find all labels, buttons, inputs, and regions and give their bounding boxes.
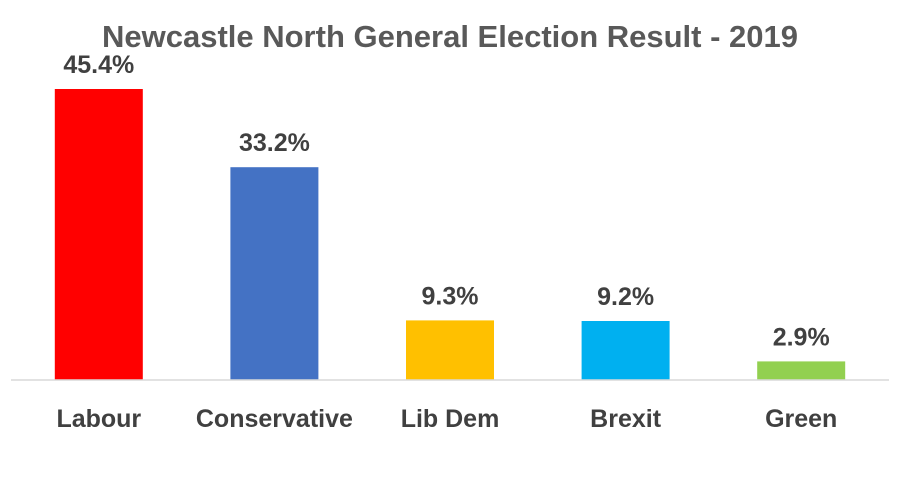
bar-labour xyxy=(54,89,143,380)
category-label-brexit: Brexit xyxy=(590,405,662,433)
category-label-conservative: Conservative xyxy=(196,405,353,433)
bar-brexit xyxy=(581,321,670,380)
labels-group: 45.4% Labour 33.2% Conservative 9.3% Lib Dem 9… xyxy=(56,51,837,433)
data-label-brexit: 9.2% xyxy=(597,283,654,311)
chart-title: Newcastle North General Election Result … xyxy=(102,19,798,54)
data-label-conservative: 33.2% xyxy=(239,129,310,157)
bar-conservative xyxy=(230,167,319,380)
category-label-green: Green xyxy=(765,405,837,433)
data-label-lib-dem: 9.3% xyxy=(422,282,479,310)
category-label-labour: Labour xyxy=(56,405,141,433)
data-label-labour: 45.4% xyxy=(63,51,134,79)
category-label-lib-dem: Lib Dem xyxy=(401,405,500,433)
bar-lib-dem xyxy=(406,320,494,380)
data-label-green: 2.9% xyxy=(773,323,830,351)
bar-green xyxy=(757,361,846,380)
bars-group xyxy=(54,89,846,380)
